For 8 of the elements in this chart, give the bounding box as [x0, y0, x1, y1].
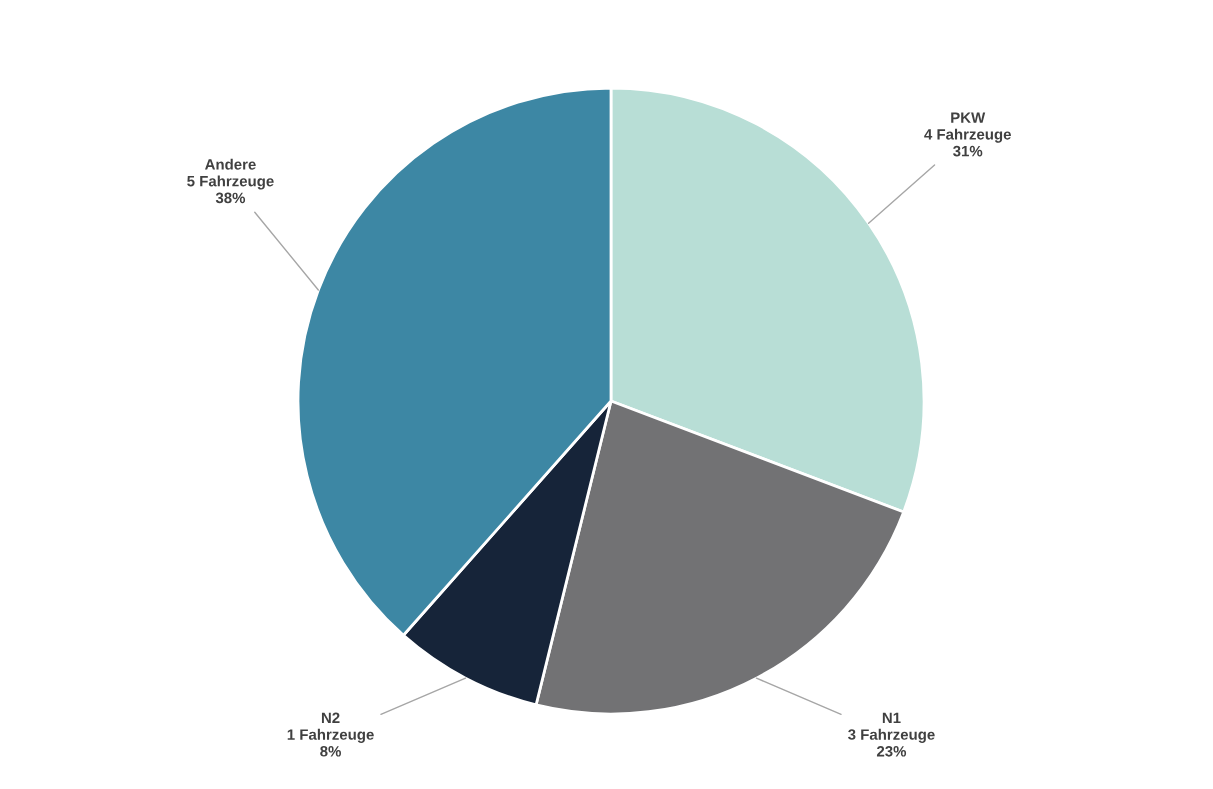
data-label: 1 Fahrzeuge 8% [287, 728, 374, 757]
slice-label: N2 [321, 712, 340, 723]
slice-label: N1 [882, 712, 901, 723]
data-label: 3 Fahrzeuge 23% [848, 728, 935, 757]
slice-label: Andere [204, 158, 256, 170]
data-label: 5 Fahrzeuge 38% [187, 175, 274, 204]
data-label: 4 Fahrzeuge 31% [924, 128, 1011, 157]
slice-label: PKW [951, 112, 986, 123]
